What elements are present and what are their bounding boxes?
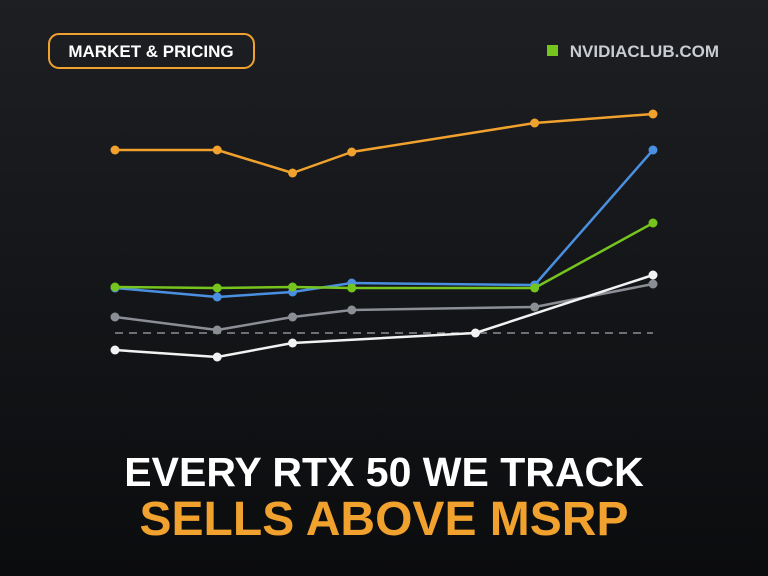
data-point xyxy=(347,147,357,157)
data-point xyxy=(110,282,120,292)
data-point xyxy=(347,283,357,293)
data-point xyxy=(530,283,540,293)
data-point xyxy=(110,145,120,155)
data-point xyxy=(470,328,480,338)
data-point xyxy=(212,352,222,362)
data-point xyxy=(288,312,298,322)
data-point xyxy=(648,279,658,289)
data-point xyxy=(530,302,540,312)
data-point xyxy=(288,282,298,292)
data-point xyxy=(110,345,120,355)
brand: NVIDIACLUB.COM xyxy=(570,42,719,61)
title: EVERY RTX 50 WE TRACK xyxy=(124,449,644,495)
data-point xyxy=(212,283,222,293)
data-point xyxy=(288,338,298,348)
badge: MARKET & PRICING xyxy=(68,42,233,61)
data-point xyxy=(110,312,120,322)
data-point xyxy=(212,292,222,302)
data-point xyxy=(288,168,298,178)
brand-icon xyxy=(547,45,558,56)
data-point xyxy=(648,145,658,155)
series-line xyxy=(115,112,654,175)
series-line xyxy=(114,221,654,290)
series-line xyxy=(114,282,654,332)
badge-frame xyxy=(48,33,255,69)
data-point xyxy=(347,305,357,315)
subtitle: SELLS ABOVE MSRP xyxy=(140,493,629,546)
data-point xyxy=(530,118,540,128)
data-point xyxy=(212,325,222,335)
data-point xyxy=(648,270,658,280)
data-point xyxy=(648,218,658,228)
data-point xyxy=(648,109,658,119)
data-point xyxy=(212,145,222,155)
